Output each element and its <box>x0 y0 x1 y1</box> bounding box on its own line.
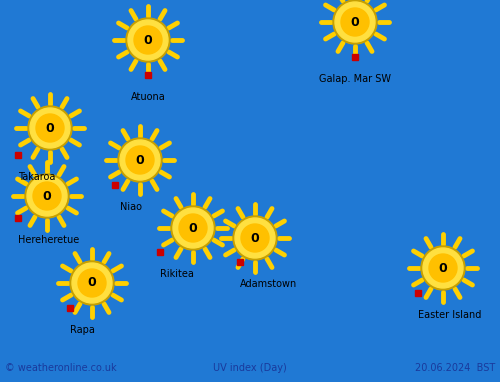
Text: 0: 0 <box>42 189 51 202</box>
Circle shape <box>333 0 377 44</box>
Text: 0: 0 <box>136 154 144 167</box>
Circle shape <box>78 269 106 297</box>
Text: Atuona: Atuona <box>130 92 166 102</box>
Circle shape <box>33 182 61 210</box>
Text: © weatheronline.co.uk: © weatheronline.co.uk <box>5 363 116 373</box>
Text: 0: 0 <box>350 16 360 29</box>
Circle shape <box>120 140 160 180</box>
Text: Easter Island: Easter Island <box>418 310 482 320</box>
Circle shape <box>173 208 213 248</box>
Circle shape <box>126 146 154 174</box>
Circle shape <box>30 108 70 148</box>
Text: 0: 0 <box>144 34 152 47</box>
Text: 0: 0 <box>250 231 260 244</box>
Circle shape <box>126 18 170 62</box>
Circle shape <box>70 261 114 305</box>
Text: Rapa: Rapa <box>70 325 95 335</box>
Text: 20.06.2024  BST: 20.06.2024 BST <box>415 363 495 373</box>
Circle shape <box>118 138 162 182</box>
Text: Niao: Niao <box>120 202 142 212</box>
Text: 0: 0 <box>188 222 198 235</box>
Circle shape <box>335 2 375 42</box>
Circle shape <box>28 106 72 150</box>
Circle shape <box>179 214 207 242</box>
Circle shape <box>421 246 465 290</box>
Circle shape <box>128 20 168 60</box>
Text: Takaroa: Takaroa <box>18 172 56 182</box>
Circle shape <box>25 174 69 218</box>
Circle shape <box>429 254 457 282</box>
Circle shape <box>171 206 215 250</box>
Circle shape <box>36 114 64 142</box>
Circle shape <box>423 248 463 288</box>
Text: 0: 0 <box>46 121 54 134</box>
Circle shape <box>235 218 275 258</box>
Text: Galap. Mar SW: Galap. Mar SW <box>319 74 391 84</box>
Circle shape <box>27 176 67 216</box>
Circle shape <box>134 26 162 54</box>
Text: 0: 0 <box>438 262 448 275</box>
Text: 0: 0 <box>88 277 96 290</box>
Circle shape <box>241 224 269 252</box>
Circle shape <box>72 263 112 303</box>
Text: Adamstown: Adamstown <box>240 279 297 289</box>
Circle shape <box>341 8 369 36</box>
Circle shape <box>233 216 277 260</box>
Text: Rikitea: Rikitea <box>160 269 194 279</box>
Text: Hereheretue: Hereheretue <box>18 235 79 245</box>
Text: UV index (Day): UV index (Day) <box>213 363 287 373</box>
